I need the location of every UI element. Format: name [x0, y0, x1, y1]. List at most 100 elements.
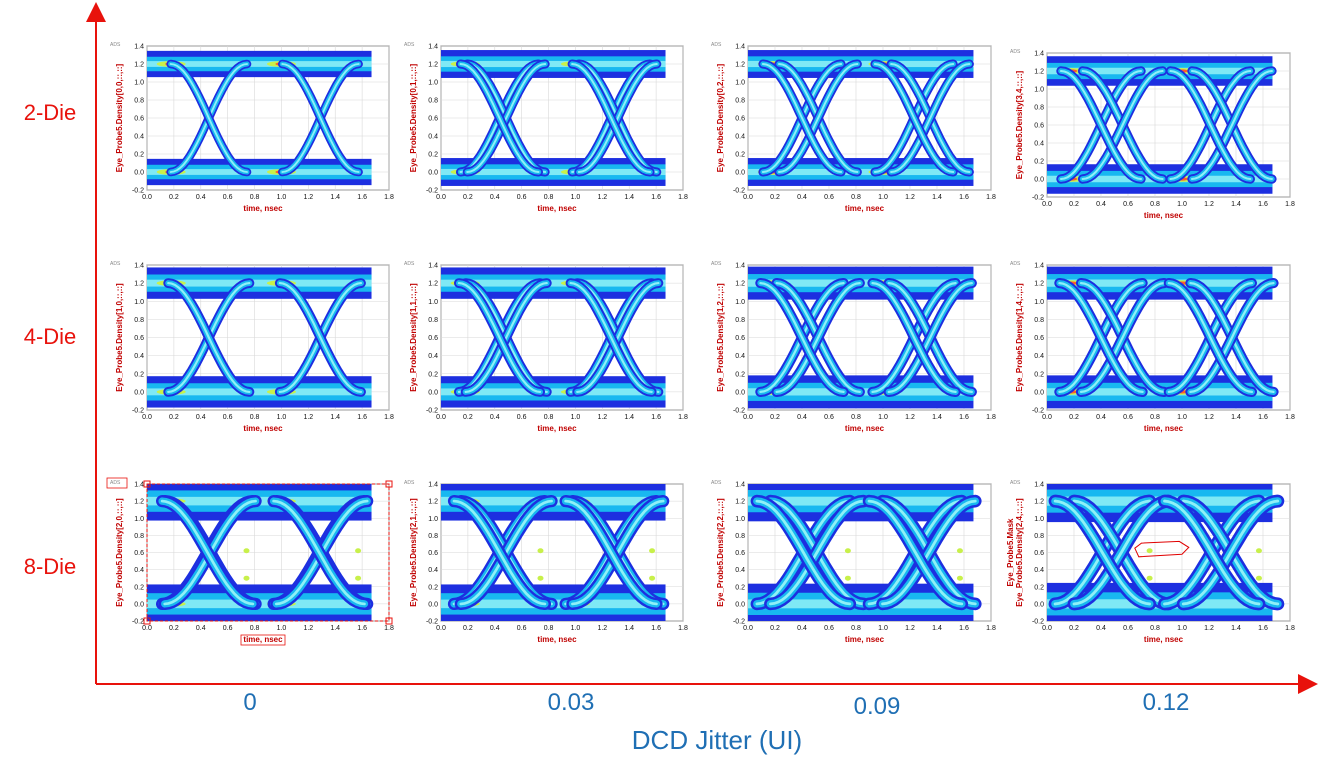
eye-panel-1-3: 0.0 0.2 0.4 0.6 0.8 1.0 1.2 1.4 1.6 1.8-0.20.00.2…	[1010, 261, 1295, 433]
y-tick-label: 1.4	[735, 482, 745, 489]
x-tick-label: 0.2	[770, 194, 780, 201]
eye-density	[147, 484, 374, 621]
y-tick-label: 0.2	[1034, 159, 1044, 166]
x-tick-label: 1.4	[1231, 201, 1241, 208]
y-tick-label: 0.2	[134, 152, 144, 159]
y-tick-label: 0.0	[1034, 601, 1044, 608]
x-tick-label: 1.8	[678, 414, 688, 421]
level-band-core	[147, 279, 372, 287]
x-tick-label: 0.6	[517, 414, 527, 421]
x-axis-label: time, nsec	[243, 635, 283, 644]
eye-panel-2-1: 0.0 0.2 0.4 0.6 0.8 1.0 1.2 1.4 1.6 1.8-0.20.00.2…	[404, 480, 688, 644]
x-tick-label: 0.8	[1150, 625, 1160, 632]
x-tick-label: 1.0	[878, 414, 888, 421]
density-hotspot	[649, 548, 656, 554]
y-tick-label: 1.0	[134, 80, 144, 87]
ads-badge: ADS	[1010, 480, 1021, 486]
transition-trace-core	[1169, 69, 1252, 181]
x-tick-label: 1.2	[597, 194, 607, 201]
transition-trace-core	[1081, 69, 1164, 181]
x-tick-label: 1.0	[571, 414, 581, 421]
y-tick-label: 0.4	[134, 353, 144, 360]
x-tick-label: 1.4	[1231, 625, 1241, 632]
density-hotspot	[844, 575, 851, 581]
y-tick-label: 0.8	[735, 317, 745, 324]
transition-trace-core	[457, 282, 542, 393]
transition-trace-core	[775, 281, 861, 394]
y-tick-label: 0.8	[735, 98, 745, 105]
selection-handle[interactable]	[385, 480, 393, 488]
y-tick-label: 0.0	[1034, 177, 1044, 184]
x-tick-label: 0.8	[851, 194, 861, 201]
x-tick-label: 0.8	[250, 194, 260, 201]
x-tick-label: 1.2	[1204, 414, 1214, 421]
x-tick-label: 0.0	[436, 625, 446, 632]
selection-outline[interactable]	[146, 483, 390, 622]
y-axis-label: Eye_Probe5.Density[1,4,::,::]	[1015, 283, 1024, 392]
y-tick-label: 1.2	[134, 62, 144, 69]
eye-panel-2-3: 0.0 0.2 0.4 0.6 0.8 1.0 1.2 1.4 1.6 1.8-0.20.00.2…	[1006, 480, 1295, 644]
y-tick-label: 1.0	[1034, 299, 1044, 306]
transition-trace-core	[1189, 281, 1275, 394]
y-axis-label: Eye_Probe5.Density[0,1,::,::]	[409, 63, 418, 172]
x-tick-label: 1.2	[1204, 201, 1214, 208]
x-axis-label: time, nsec	[243, 204, 283, 213]
x-tick-label: 1.0	[277, 625, 287, 632]
y-tick-label: 1.4	[428, 482, 438, 489]
x-tick-label: 1.0	[571, 194, 581, 201]
eye-density	[1047, 266, 1279, 409]
y-axis-label: Eye_Probe5.Mask	[1006, 518, 1015, 587]
x-tick-label: 1.6	[651, 194, 661, 201]
eye-density	[748, 484, 982, 621]
x-tick-label: 0.2	[169, 414, 179, 421]
transition-trace-core	[755, 499, 852, 606]
transition-trace-core	[278, 282, 363, 393]
x-tick-label: 1.8	[986, 414, 996, 421]
x-tick-label: 1.4	[624, 194, 634, 201]
transition-trace-core	[459, 63, 540, 173]
eye-density	[748, 266, 977, 409]
transition-trace-core	[887, 281, 973, 394]
x-tick-label: 1.8	[678, 625, 688, 632]
y-tick-label: -0.2	[733, 408, 745, 415]
x-tick-label: 0.2	[169, 625, 179, 632]
y-tick-label: 1.0	[735, 299, 745, 306]
density-hotspot	[1255, 548, 1262, 554]
x-tick-label: 1.4	[624, 414, 634, 421]
y-tick-label: 1.4	[134, 263, 144, 270]
transition-trace-core	[759, 281, 845, 394]
x-tick-label: 1.8	[986, 625, 996, 632]
y-tick-label: 0.8	[735, 533, 745, 540]
density-hotspot	[243, 575, 250, 581]
eye-panel-2-0: 0.0 0.2 0.4 0.6 0.8 1.0 1.2 1.4 1.6 1.8-0.20.00.2…	[106, 477, 394, 646]
eye-panel-1-2: 0.0 0.2 0.4 0.6 0.8 1.0 1.2 1.4 1.6 1.8-0.20.00.2…	[711, 261, 996, 433]
y-tick-label: -0.2	[733, 619, 745, 626]
y-tick-label: 1.0	[134, 299, 144, 306]
transition-trace-core	[1053, 499, 1152, 606]
x-tick-label: 0.6	[1123, 625, 1133, 632]
y-tick-label: -0.2	[1032, 408, 1044, 415]
ads-badge: ADS	[711, 480, 722, 486]
y-tick-label: 1.4	[134, 482, 144, 489]
eye-density	[1047, 484, 1285, 621]
y-tick-label: 1.4	[134, 44, 144, 51]
y-tick-label: 1.4	[735, 44, 745, 51]
x-tick-label: 1.0	[1177, 201, 1187, 208]
y-tick-label: 0.4	[735, 567, 745, 574]
y-tick-label: 1.2	[428, 499, 438, 506]
x-tick-label: 0.8	[250, 625, 260, 632]
ads-badge: ADS	[711, 261, 722, 267]
x-tick-label: 0.6	[223, 194, 233, 201]
density-hotspot	[243, 548, 250, 554]
y-tick-label: 1.2	[735, 281, 745, 288]
x-tick-label: 1.0	[878, 625, 888, 632]
selection-handle[interactable]	[143, 480, 151, 488]
x-tick-label: 0.0	[743, 414, 753, 421]
eye-mask-polygon	[1134, 540, 1190, 558]
selection-handle[interactable]	[385, 617, 393, 625]
x-tick-label: 1.4	[1231, 414, 1241, 421]
x-tick-label: 1.0	[277, 194, 287, 201]
x-tick-label: 1.0	[878, 194, 888, 201]
y-tick-label: 0.4	[134, 567, 144, 574]
selection-handle[interactable]	[143, 617, 151, 625]
